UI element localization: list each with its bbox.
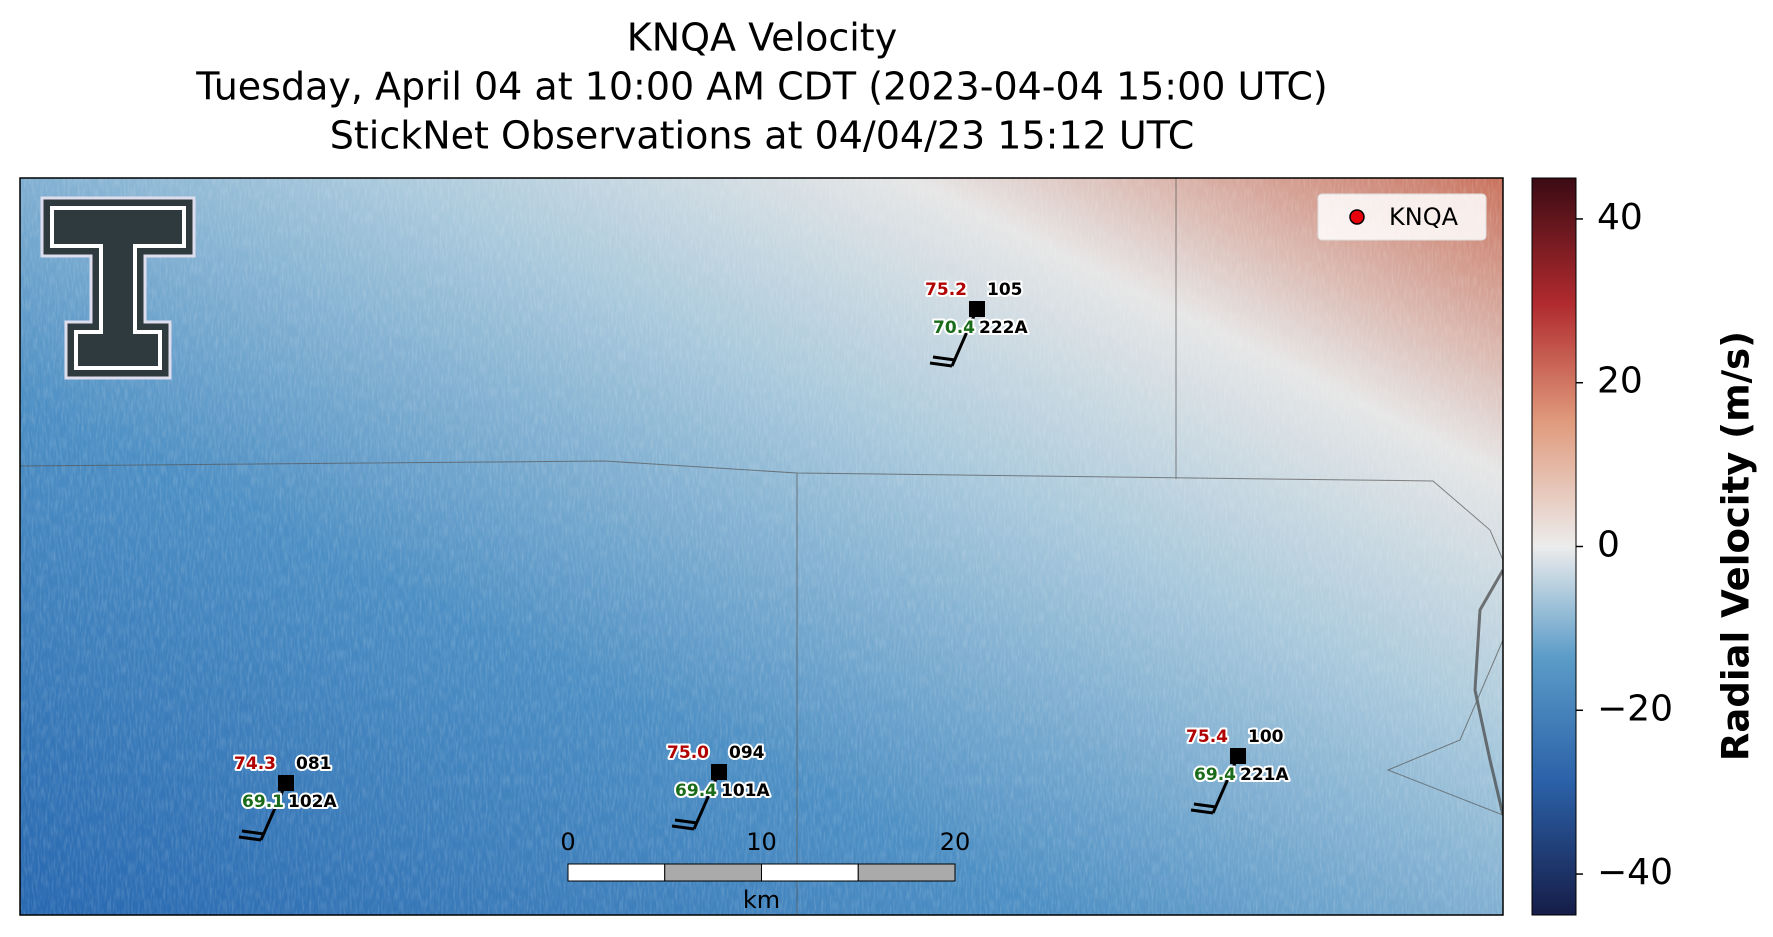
station-id: 102A (288, 792, 337, 812)
wind-barb (929, 308, 979, 368)
scale-bar: 0 10 20 km (560, 828, 970, 914)
dewpoint: 69.4 (675, 781, 717, 801)
title-line: Tuesday, April 04 at 10:00 AM CDT (2023-… (195, 65, 1327, 109)
boundaries (20, 178, 1503, 915)
colorbar (1531, 177, 1577, 916)
map-frame (19, 177, 1504, 916)
temperature: 75.2 (925, 280, 967, 300)
scale-label: 20 (940, 828, 971, 856)
dewpoint: 70.4 (933, 318, 975, 338)
colorbar-tick-label: 20 (1597, 361, 1643, 402)
station-marker (711, 764, 727, 780)
pressure: 100 (1248, 727, 1284, 747)
logo (40, 196, 196, 380)
scale-unit: km (743, 886, 780, 914)
colorbar-tick-label: 40 (1597, 197, 1643, 238)
pressure: 105 (987, 280, 1023, 300)
title: KNQA Velocity Tuesday, April 04 at 10:00 … (195, 16, 1327, 158)
station-id: 101A (721, 781, 770, 801)
station-marker (278, 775, 294, 791)
title-line: KNQA Velocity (627, 16, 897, 60)
station-id: 221A (1240, 765, 1289, 785)
legend-box (1317, 193, 1487, 241)
dewpoint: 69.1 (242, 792, 284, 812)
scale-label: 0 (560, 828, 575, 856)
legend-marker (1349, 209, 1365, 225)
wind-barb (671, 771, 721, 831)
station-marker (969, 301, 985, 317)
temperature: 74.3 (234, 754, 276, 774)
temperature: 75.4 (1186, 727, 1228, 747)
scale-segment (664, 863, 762, 882)
pressure: 081 (296, 754, 332, 774)
colorbar-label: Radial Velocity (m/s) (1715, 331, 1758, 761)
station-marker (1230, 748, 1246, 764)
colorbar-tick-label: −40 (1597, 852, 1673, 893)
colorbar-ticks: −40 −20 0 20 40 (1576, 197, 1673, 893)
dewpoint: 69.4 (1194, 765, 1236, 785)
map: 75.2 105 70.4 222A 74.3 081 69.1 102A 75.0 094 69.… (20, 178, 1503, 915)
title-line: StickNet Observations at 04/04/23 15:12 … (330, 114, 1194, 158)
pressure: 094 (729, 743, 765, 763)
colorbar-tick-label: 0 (1597, 525, 1620, 566)
stations: 75.2 105 70.4 222A 74.3 081 69.1 102A 75.0 094 69.… (232, 278, 1291, 842)
scale-segment (761, 863, 859, 882)
legend-label: KNQA (1389, 203, 1459, 231)
field-texture (20, 178, 1503, 915)
wind-barb (238, 782, 288, 842)
station-id: 222A (979, 318, 1028, 338)
temperature: 75.0 (667, 743, 709, 763)
scale-segment (567, 863, 666, 882)
scale-segment (857, 863, 956, 882)
wind-barb (1190, 755, 1240, 815)
colorbar-tick-label: −20 (1597, 688, 1673, 729)
legend: KNQA (1317, 193, 1487, 241)
scale-label: 10 (746, 828, 777, 856)
